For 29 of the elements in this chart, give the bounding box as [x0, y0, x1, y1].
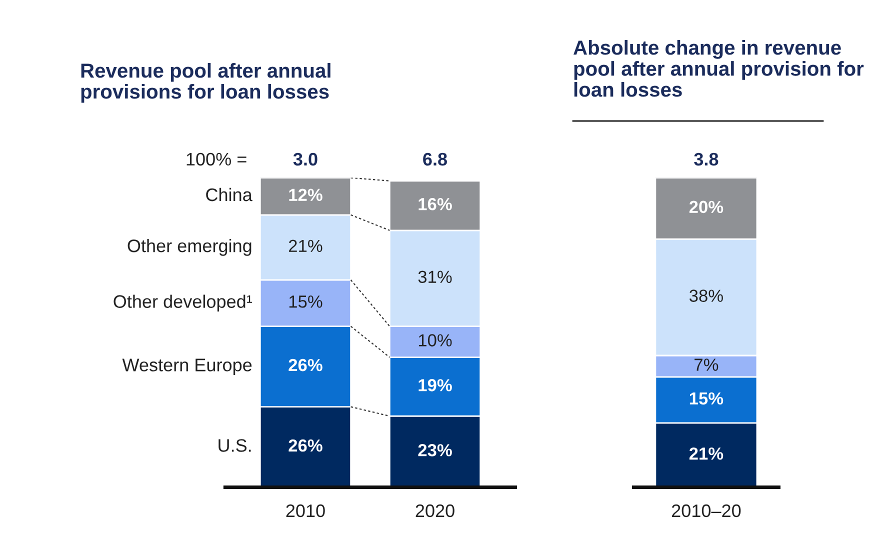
- data-label: 20%: [689, 200, 724, 214]
- series-label: Other developed¹: [114, 294, 252, 312]
- series-label: China: [206, 188, 252, 202]
- series-label: U.S.: [218, 439, 251, 452]
- data-label: 21%: [288, 240, 322, 252]
- data-label: 10%: [418, 334, 452, 346]
- chart-title: Revenue pool after annual provisions for loan losses: [81, 63, 330, 103]
- data-label: 19%: [418, 379, 452, 392]
- data-label: 26%: [288, 439, 322, 452]
- data-label: 26%: [288, 358, 322, 372]
- text: 3.0: [293, 152, 318, 166]
- text: 100% =: [186, 152, 246, 166]
- series-label: Western Europe: [122, 358, 252, 375]
- data-label: 15%: [289, 296, 322, 308]
- data-label: 38%: [690, 290, 723, 302]
- data-label: 21%: [689, 447, 724, 460]
- x-tick-label: 2010–20: [672, 504, 741, 518]
- chart-title: Absolute change in revenue pool after annual provision for loan losses: [574, 40, 864, 97]
- data-label: 12%: [289, 188, 322, 201]
- data-label: 7%: [694, 358, 718, 371]
- x-tick-label: 2020: [416, 504, 454, 518]
- text: 6.8: [423, 152, 447, 166]
- data-label: 31%: [418, 270, 452, 284]
- text: 3.8: [694, 152, 718, 166]
- x-tick-label: 2010: [286, 504, 325, 518]
- data-label: 16%: [418, 198, 452, 210]
- series-label: Other emerging: [128, 238, 252, 256]
- data-label: 15%: [690, 392, 724, 405]
- data-label: 23%: [418, 444, 452, 456]
